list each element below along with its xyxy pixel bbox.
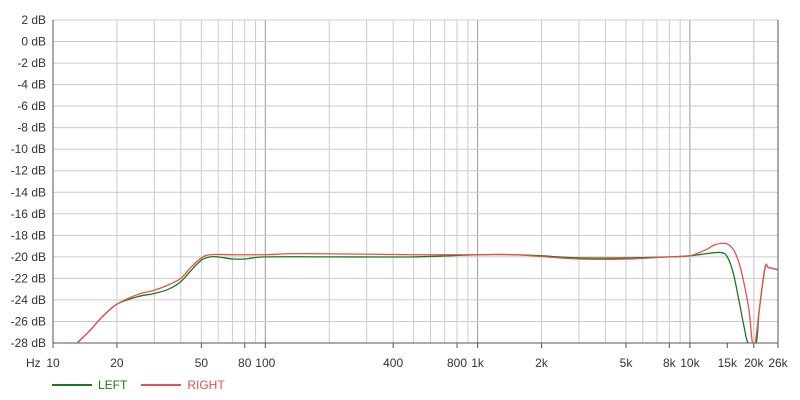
x-tick-label: 100 (255, 356, 275, 370)
legend-swatch-left (52, 384, 92, 386)
y-tick-label: -2 dB (17, 56, 46, 70)
y-tick-label: -4 dB (17, 78, 46, 92)
x-tick-label: 80 (238, 356, 252, 370)
x-tick-label: 2k (535, 356, 549, 370)
y-tick-label: -18 dB (11, 228, 46, 242)
series-line-left (76, 251, 778, 343)
x-axis-label: Hz (26, 356, 41, 370)
legend-label-left: LEFT (98, 378, 128, 392)
x-tick-label: 15k (718, 356, 738, 370)
y-tick-label: -24 dB (11, 293, 46, 307)
y-tick-label: -10 dB (11, 142, 46, 156)
y-tick-label: -14 dB (11, 185, 46, 199)
x-tick-label: 800 (447, 356, 467, 370)
x-tick-label: 26k (768, 356, 788, 370)
y-tick-label: -28 dB (11, 336, 46, 350)
y-tick-label: -8 dB (17, 121, 46, 135)
legend-label-right: RIGHT (187, 378, 225, 392)
y-tick-label: 2 dB (21, 13, 46, 27)
y-tick-label: -22 dB (11, 271, 46, 285)
y-tick-label: -6 dB (17, 99, 46, 113)
x-tick-label: 8k (663, 356, 677, 370)
y-tick-label: -12 dB (11, 164, 46, 178)
y-tick-label: -16 dB (11, 207, 46, 221)
legend-item-right[interactable]: RIGHT (141, 378, 225, 392)
legend-swatch-right (141, 384, 182, 386)
series-line-right (76, 242, 778, 343)
x-tick-label: 50 (195, 356, 209, 370)
x-tick-label: 20k (744, 356, 764, 370)
legend: LEFT RIGHT (52, 378, 225, 392)
x-tick-label: 5k (620, 356, 634, 370)
legend-item-left[interactable]: LEFT (52, 378, 127, 392)
x-tick-label: 400 (383, 356, 403, 370)
x-tick-label: 1k (471, 356, 485, 370)
x-tick-label: 10k (680, 356, 700, 370)
y-tick-label: -20 dB (11, 250, 46, 264)
x-tick-label: 10 (46, 356, 60, 370)
y-tick-label: -26 dB (11, 314, 46, 328)
y-tick-label: 0 dB (21, 35, 46, 49)
x-tick-label: 20 (110, 356, 124, 370)
